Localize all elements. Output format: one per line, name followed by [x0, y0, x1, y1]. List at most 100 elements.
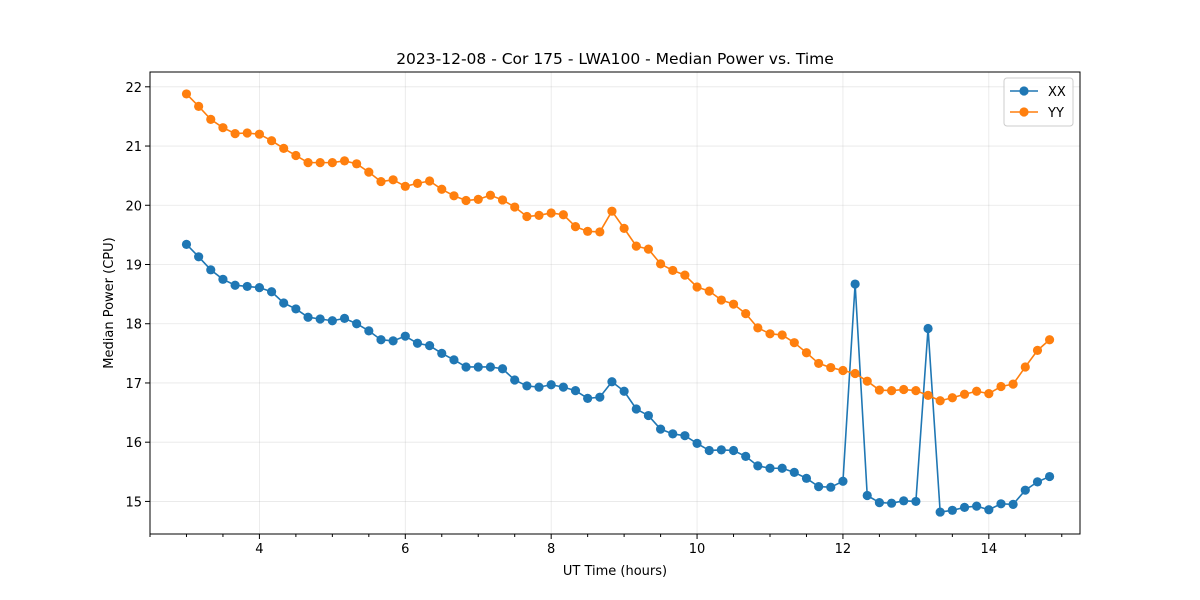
y-tick-label: 21: [125, 140, 142, 155]
data-point-yy: [655, 259, 666, 269]
data-point-yy: [777, 330, 787, 340]
data-point-xx: [437, 348, 447, 358]
data-point-xx: [826, 482, 836, 492]
data-point-xx: [266, 287, 277, 297]
y-tick-label: 18: [125, 318, 142, 333]
data-point-xx: [424, 341, 435, 351]
data-point-xx: [449, 355, 459, 365]
data-point-yy: [631, 241, 641, 251]
series-xx: [181, 239, 1055, 517]
y-tick-label: 22: [125, 81, 142, 96]
data-point-xx: [631, 404, 641, 414]
x-axis-label: UT Time (hours): [563, 564, 667, 579]
data-point-xx: [984, 505, 994, 515]
data-point-yy: [424, 176, 435, 186]
data-point-yy: [485, 190, 496, 200]
data-point-xx: [1044, 471, 1055, 482]
data-point-xx: [461, 362, 471, 372]
data-point-xx: [376, 335, 386, 345]
data-point-xx: [704, 445, 714, 456]
data-point-yy: [826, 362, 836, 373]
data-point-xx: [972, 501, 982, 511]
data-point-xx: [230, 280, 240, 290]
data-point-xx: [765, 463, 775, 473]
data-point-yy: [473, 194, 483, 204]
data-point-yy: [947, 393, 957, 403]
legend-marker-xx: [1019, 86, 1029, 96]
data-point-xx: [668, 429, 678, 439]
data-point-xx: [899, 496, 909, 506]
data-point-yy: [972, 386, 982, 396]
data-point-xx: [194, 252, 204, 262]
data-point-xx: [753, 461, 763, 471]
data-point-xx: [886, 498, 897, 508]
data-point-yy: [449, 191, 459, 201]
data-point-yy: [339, 156, 350, 166]
data-point-yy: [558, 210, 568, 220]
legend-item-xx: XX: [1010, 85, 1066, 100]
y-axis: 15 16 17 18 19 20 21 22: [125, 81, 150, 510]
data-point-yy: [996, 381, 1006, 392]
data-point-yy: [461, 195, 471, 206]
data-point-yy: [437, 184, 447, 194]
data-point-yy: [850, 368, 860, 379]
data-point-yy: [254, 129, 265, 139]
data-point-yy: [303, 158, 313, 168]
data-point-xx: [741, 451, 751, 462]
legend-label-xx: XX: [1048, 85, 1066, 100]
data-point-xx: [728, 445, 739, 456]
data-point-yy: [1044, 335, 1055, 345]
data-point-yy: [899, 384, 909, 395]
data-point-yy: [1032, 345, 1043, 355]
data-point-xx: [364, 326, 374, 336]
data-point-xx: [801, 473, 812, 483]
data-point-yy: [206, 114, 216, 124]
legend-marker-yy: [1019, 107, 1029, 117]
data-point-xx: [583, 393, 593, 403]
data-point-yy: [400, 181, 410, 191]
data-point-yy: [801, 348, 812, 358]
data-point-xx: [1008, 499, 1018, 509]
data-point-yy: [814, 358, 824, 369]
data-point-yy: [546, 208, 556, 218]
data-point-yy: [874, 385, 885, 395]
y-tick-label: 20: [125, 199, 142, 214]
data-point-xx: [291, 304, 301, 314]
data-point-yy: [753, 323, 763, 333]
y-tick-label: 19: [125, 259, 142, 274]
plot-area-frame: [149, 71, 1081, 535]
data-point-yy: [789, 338, 799, 348]
data-point-xx: [595, 392, 605, 402]
data-point-xx: [1032, 477, 1043, 487]
legend: XX YY: [1003, 77, 1074, 127]
data-point-yy: [230, 129, 240, 139]
series-layer: [181, 89, 1055, 517]
data-point-yy: [510, 202, 520, 212]
data-point-xx: [339, 313, 350, 323]
data-point-xx: [716, 445, 726, 455]
data-point-xx: [242, 281, 252, 292]
data-point-xx: [862, 490, 872, 501]
data-point-xx: [558, 382, 568, 392]
legend-label-yy: YY: [1047, 106, 1064, 121]
data-point-yy: [570, 221, 581, 232]
data-point-xx: [655, 424, 666, 434]
data-point-xx: [838, 476, 848, 486]
data-point-yy: [741, 309, 751, 319]
data-point-xx: [279, 298, 289, 308]
data-point-yy: [279, 143, 289, 154]
data-point-yy: [643, 244, 654, 254]
y-tick-label: 17: [125, 377, 142, 392]
data-point-yy: [984, 389, 994, 399]
data-point-yy: [218, 123, 228, 133]
x-tick-label: 8: [547, 542, 555, 557]
x-tick-label: 6: [401, 542, 409, 557]
data-point-xx: [923, 323, 933, 334]
data-point-xx: [947, 505, 957, 515]
data-point-yy: [680, 270, 690, 280]
data-point-xx: [485, 362, 496, 372]
data-point-yy: [412, 178, 423, 188]
data-point-yy: [1008, 379, 1018, 389]
data-point-yy: [668, 265, 678, 276]
